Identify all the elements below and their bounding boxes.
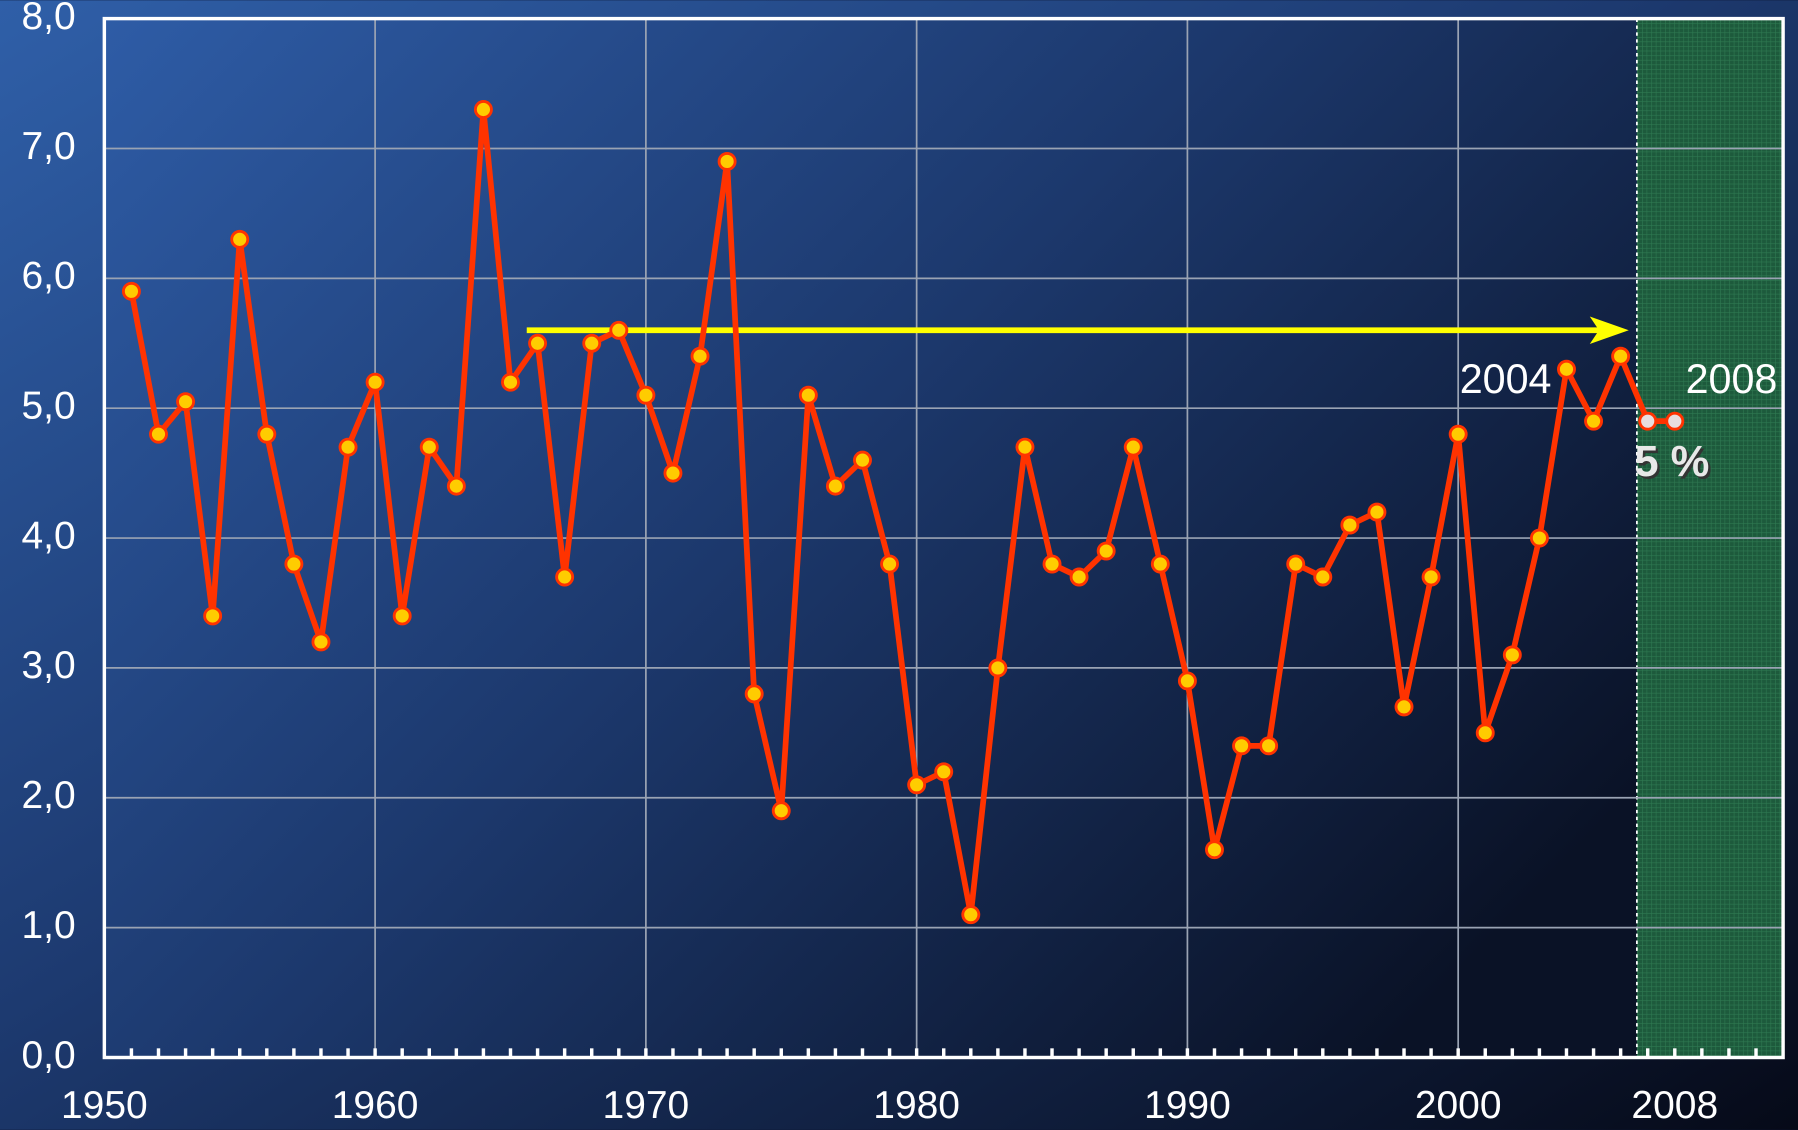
y-tick-label: 5,0 — [21, 384, 75, 427]
data-marker — [1557, 359, 1576, 379]
data-marker — [1096, 541, 1116, 561]
x-tick-label: 1960 — [332, 1084, 419, 1127]
data-marker — [1421, 567, 1441, 587]
data-marker — [1123, 437, 1143, 457]
data-marker — [473, 100, 493, 119]
data-marker — [365, 372, 385, 392]
data-marker — [1502, 645, 1522, 665]
data-marker — [934, 762, 954, 782]
data-marker — [771, 801, 791, 821]
data-marker — [1286, 554, 1306, 574]
data-marker — [853, 450, 872, 470]
data-marker — [338, 437, 358, 457]
data-marker — [636, 385, 656, 405]
data-marker — [690, 346, 710, 366]
x-tick-label: 1990 — [1144, 1084, 1231, 1127]
data-marker — [176, 392, 196, 412]
data-marker — [1150, 554, 1170, 574]
data-marker — [149, 424, 168, 444]
data-marker — [717, 151, 737, 171]
x-tick-label: 2008 — [1631, 1084, 1718, 1127]
data-marker — [1448, 424, 1468, 444]
annotation: 2008 — [1686, 356, 1778, 402]
data-marker — [1340, 515, 1360, 535]
x-tick-label: 1970 — [603, 1084, 690, 1127]
data-marker — [1205, 840, 1224, 860]
y-tick-label: 3,0 — [21, 644, 75, 687]
x-tick-label: 1980 — [873, 1084, 960, 1127]
plot-frame — [102, 16, 1785, 1060]
data-marker — [582, 333, 602, 353]
data-marker — [1042, 554, 1062, 574]
x-tick-label: 2000 — [1415, 1084, 1502, 1127]
data-marker — [744, 684, 764, 704]
data-marker — [392, 606, 412, 626]
data-marker — [528, 333, 548, 353]
y-tick-label: 1,0 — [21, 904, 75, 947]
data-marker — [1394, 697, 1414, 717]
annotation-shadow: 5 % — [1637, 440, 1712, 488]
data-marker — [1259, 736, 1279, 756]
forecast-marker — [1665, 411, 1685, 431]
data-marker — [1232, 736, 1252, 756]
data-marker — [284, 554, 304, 574]
data-marker — [446, 476, 466, 496]
data-marker — [825, 476, 845, 496]
y-tick-label: 2,0 — [21, 774, 75, 817]
data-marker — [1584, 411, 1604, 431]
data-marker — [1015, 437, 1035, 457]
data-marker — [1367, 502, 1387, 522]
y-tick-label: 8,0 — [21, 0, 75, 38]
annotation: 5 % — [1634, 438, 1709, 486]
data-marker — [609, 320, 629, 340]
data-marker — [311, 632, 331, 652]
arrow-head — [1589, 316, 1629, 345]
data-marker — [988, 658, 1008, 678]
data-marker — [1529, 528, 1549, 548]
data-marker — [880, 554, 900, 574]
data-marker — [257, 424, 277, 444]
forecast-marker — [1638, 411, 1658, 431]
annotation: 2004 — [1460, 356, 1552, 402]
data-marker — [1177, 671, 1197, 691]
y-tick-label: 7,0 — [21, 125, 75, 168]
data-line — [128, 106, 1675, 918]
data-marker — [663, 463, 683, 483]
data-marker — [555, 567, 575, 587]
y-tick-label: 0,0 — [21, 1034, 75, 1077]
data-marker — [230, 229, 250, 249]
data-marker — [1475, 723, 1495, 743]
data-marker — [961, 905, 981, 925]
data-marker — [203, 606, 223, 626]
y-tick-label: 4,0 — [21, 514, 75, 557]
data-marker — [1069, 567, 1089, 587]
data-marker — [907, 775, 927, 795]
data-marker — [1313, 567, 1333, 587]
data-marker — [121, 281, 141, 301]
data-marker — [419, 437, 439, 457]
x-tick-label: 1950 — [61, 1084, 148, 1127]
data-marker — [501, 372, 520, 392]
data-marker — [1611, 346, 1631, 366]
data-marker — [798, 385, 818, 405]
y-tick-label: 6,0 — [21, 255, 75, 298]
